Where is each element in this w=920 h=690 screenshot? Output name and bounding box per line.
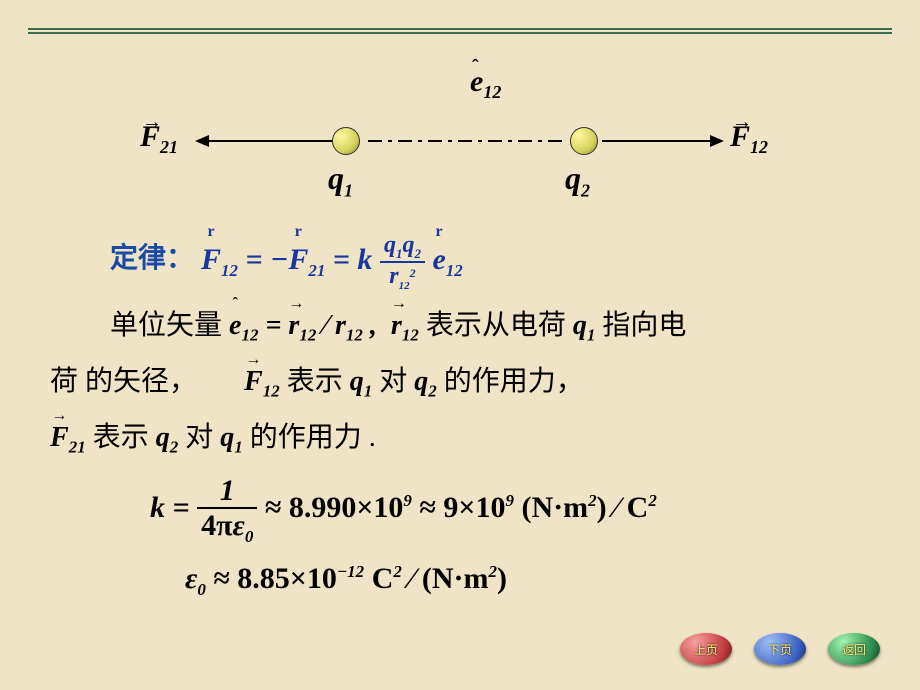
constant-k: k = 1 4πε0 ≈ 8.990×109 ≈ 9×109 (N·m2) ⁄ … [150,474,870,547]
charge-q2 [570,127,598,155]
arrow-F21-line [208,140,338,142]
label-e12: ˆ e12 [470,65,501,103]
label-F21: → F21 [140,120,178,158]
law-line: 定律： rF12 = −rF21 = k q1q2 r122 re12 [50,230,870,292]
label-q1: q1 [328,160,353,201]
force-diagram: ˆ e12 → F21 → F12 q1 q2 [110,65,810,215]
slide-content: ˆ e12 → F21 → F12 q1 q2 [50,55,870,609]
arrow-F21-head [195,135,209,147]
top-border [28,28,892,30]
charge-q1 [332,127,360,155]
label-F12: → F12 [730,120,768,158]
back-button[interactable]: 返回 [828,633,880,665]
law-formula: rF12 = −rF21 = k q1q2 r122 re12 [201,230,463,292]
body-text: 单位矢量 ˆe12 = →r12 ⁄ r12 , →r12 表示从电荷 q1 指… [50,298,870,466]
law-heading: 定律： [110,243,194,274]
label-q2: q2 [565,160,590,201]
prev-button[interactable]: 上页 [680,633,732,665]
nav-buttons: 上页 下页 返回 [680,633,880,665]
constant-eps: ε0 ≈ 8.85×10−12 C2 ⁄ (N·m2) [185,549,870,609]
arrow-F12-line [602,140,712,142]
next-button[interactable]: 下页 [754,633,806,665]
arrow-F12-head [710,135,724,147]
line-r12 [368,140,568,142]
